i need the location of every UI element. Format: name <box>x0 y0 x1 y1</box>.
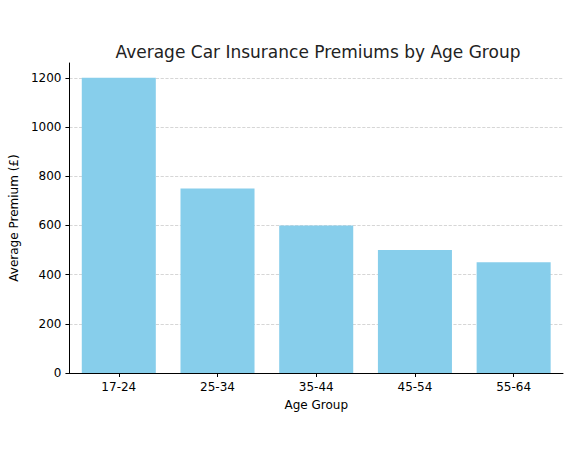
svg-text:400: 400 <box>39 268 62 282</box>
svg-text:55-64: 55-64 <box>496 380 531 394</box>
svg-text:200: 200 <box>39 317 62 331</box>
svg-text:1200: 1200 <box>31 71 62 85</box>
svg-text:800: 800 <box>39 169 62 183</box>
svg-text:45-54: 45-54 <box>397 380 432 394</box>
svg-text:35-44: 35-44 <box>299 380 334 394</box>
svg-text:Age Group: Age Group <box>284 398 348 412</box>
svg-text:Average Car Insurance Premiums: Average Car Insurance Premiums by Age Gr… <box>116 42 521 62</box>
svg-text:600: 600 <box>39 218 62 232</box>
svg-text:17-24: 17-24 <box>101 380 136 394</box>
svg-text:Average Premium (£): Average Premium (£) <box>7 154 21 281</box>
svg-text:1000: 1000 <box>31 120 62 134</box>
svg-text:0: 0 <box>54 366 62 380</box>
svg-text:25-34: 25-34 <box>200 380 235 394</box>
